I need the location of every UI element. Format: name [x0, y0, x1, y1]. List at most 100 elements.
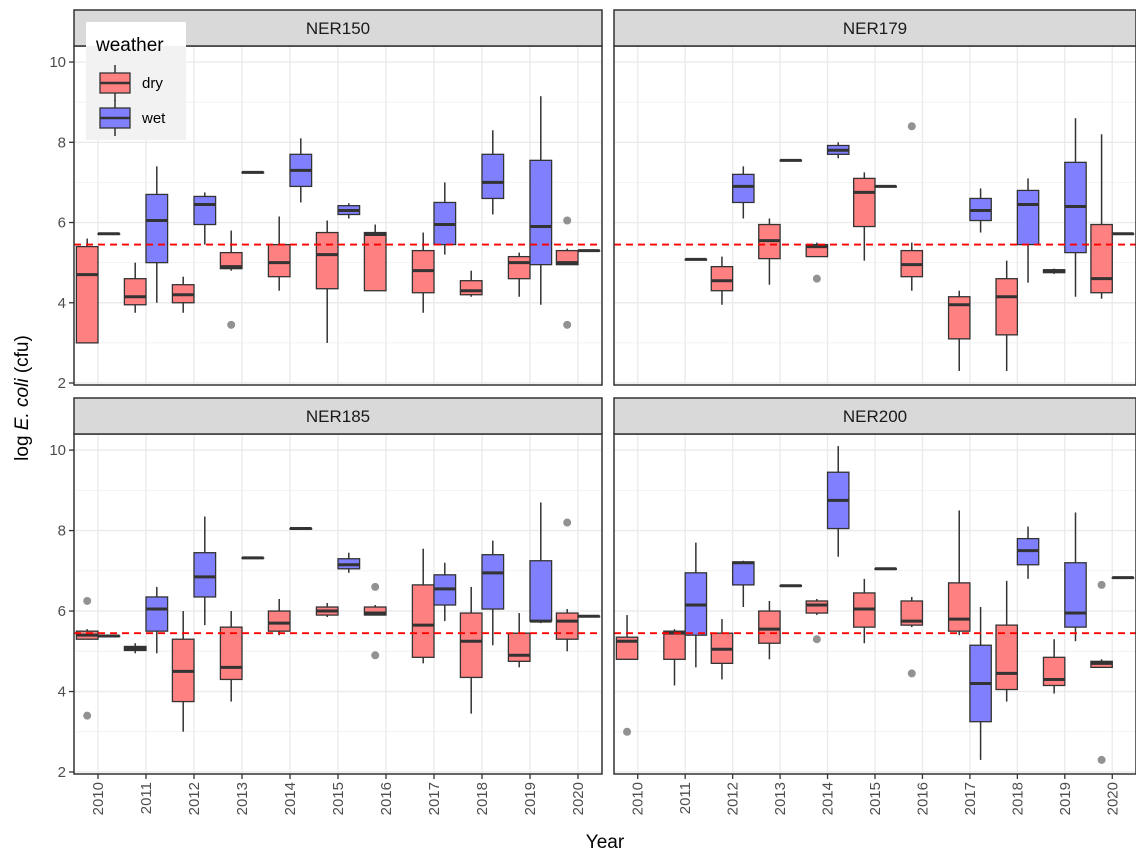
box-2018-dry — [459, 586, 483, 714]
box-body — [75, 245, 99, 344]
box-body — [411, 584, 435, 658]
box-2017-wet — [433, 182, 457, 255]
box-2017-dry — [947, 290, 971, 371]
x-tick-label: 2018 — [1009, 782, 1026, 815]
box-2014-dry — [267, 216, 291, 291]
strip-background — [613, 9, 1136, 47]
y-tick-label: 8 — [58, 523, 66, 540]
box-2020-dry — [555, 216, 579, 329]
x-tick-label: 2020 — [570, 782, 587, 815]
legend-key-dry: dry — [99, 65, 163, 101]
outlier-point — [907, 122, 916, 131]
box-body — [481, 554, 505, 610]
box-body — [363, 231, 387, 292]
box-2018-wet — [481, 540, 505, 646]
y-tick-label: 10 — [49, 54, 66, 71]
box-2010-wet — [97, 232, 121, 236]
box-body — [758, 610, 781, 644]
box-body — [145, 596, 169, 632]
x-tick-label: 2011 — [138, 782, 155, 814]
x-tick-label: 2014 — [282, 782, 299, 815]
outlier-point — [1097, 755, 1106, 764]
y-tick-label: 8 — [58, 134, 66, 151]
box-2014-wet — [289, 138, 313, 203]
box-2018-dry — [995, 580, 1019, 702]
y-axis-title-italic: E. coli — [12, 378, 33, 431]
box-2014-dry — [267, 598, 291, 636]
box-2013-dry — [758, 600, 781, 660]
strip-label: NER185 — [306, 407, 370, 426]
outlier-point — [371, 582, 380, 591]
box-2019-wet — [1064, 512, 1087, 642]
box-2012-dry — [710, 619, 734, 680]
box-2011-wet — [684, 542, 708, 668]
legend-title-background — [86, 22, 186, 46]
strip-label: NER200 — [843, 407, 907, 426]
box-2020-wet — [1111, 232, 1135, 236]
box-2015-dry — [315, 602, 339, 618]
box-2020-dry — [1090, 580, 1113, 764]
box-2019-wet — [529, 96, 553, 305]
strip-label: NER150 — [306, 19, 370, 38]
box-body — [1090, 223, 1113, 294]
box-2014-wet — [826, 142, 850, 159]
box-2014-wet — [289, 527, 313, 531]
box-2017-dry — [947, 510, 971, 636]
strip-label: NER179 — [843, 19, 907, 38]
box-2018-wet — [1016, 178, 1040, 283]
box-2013-wet — [241, 170, 265, 174]
strip-background — [613, 397, 1136, 435]
box-2011-wet — [145, 586, 169, 654]
outlier-point — [563, 320, 572, 329]
box-body — [219, 251, 243, 270]
box-2017-wet — [969, 188, 992, 233]
box-2015-dry — [852, 578, 876, 644]
panel-ner200: NER200 2010 2011 2012 2013 2014 2015 2016 2017 20… — [613, 397, 1136, 815]
legend-label: wet — [141, 110, 166, 127]
box-body — [1016, 189, 1040, 246]
box-2012-wet — [731, 560, 755, 608]
outlier-point — [83, 711, 92, 720]
y-tick-label: 2 — [58, 764, 66, 781]
box-body — [731, 561, 755, 586]
box-2015-wet — [874, 567, 898, 571]
outlier-point — [623, 727, 632, 736]
y-axis-title-suffix: (cfu) — [12, 335, 33, 378]
outlier-point — [812, 274, 821, 283]
x-tick-label: 2015 — [867, 782, 884, 815]
box-body — [995, 278, 1019, 336]
box-2015-wet — [874, 184, 898, 188]
x-tick-label: 2012 — [186, 782, 203, 815]
box-2016-dry — [900, 122, 924, 291]
box-body — [193, 195, 217, 226]
box-2020-wet — [577, 249, 601, 253]
box-2012-dry — [710, 256, 734, 305]
box-body — [363, 606, 387, 616]
box-2014-dry — [805, 598, 829, 644]
y-tick-label: 6 — [58, 603, 66, 620]
box-2012-wet — [193, 516, 217, 626]
x-tick-label: 2010 — [630, 782, 647, 815]
box-2019-dry — [1042, 639, 1066, 694]
box-body — [555, 612, 579, 640]
y-tick-label: 4 — [58, 295, 66, 312]
box-body — [852, 177, 876, 228]
x-tick-label: 2019 — [1057, 782, 1074, 815]
x-tick-label: 2019 — [522, 782, 539, 815]
box-body — [219, 626, 243, 681]
box-2012-dry — [171, 611, 195, 732]
x-tick-label: 2017 — [962, 782, 979, 815]
box-body — [663, 630, 686, 660]
box-2013-dry — [219, 611, 243, 702]
x-tick-label: 2020 — [1104, 782, 1121, 815]
box-body — [267, 243, 291, 278]
box-2010-dry — [75, 596, 99, 720]
box-2020-dry — [1090, 134, 1113, 299]
box-2018-wet — [481, 130, 505, 215]
box-2011-wet — [145, 166, 169, 303]
y-tick-label: 4 — [58, 684, 66, 701]
box-2015-dry — [852, 172, 876, 261]
box-2020-wet — [577, 614, 601, 618]
panel-ner179: NER179 — [613, 9, 1136, 386]
